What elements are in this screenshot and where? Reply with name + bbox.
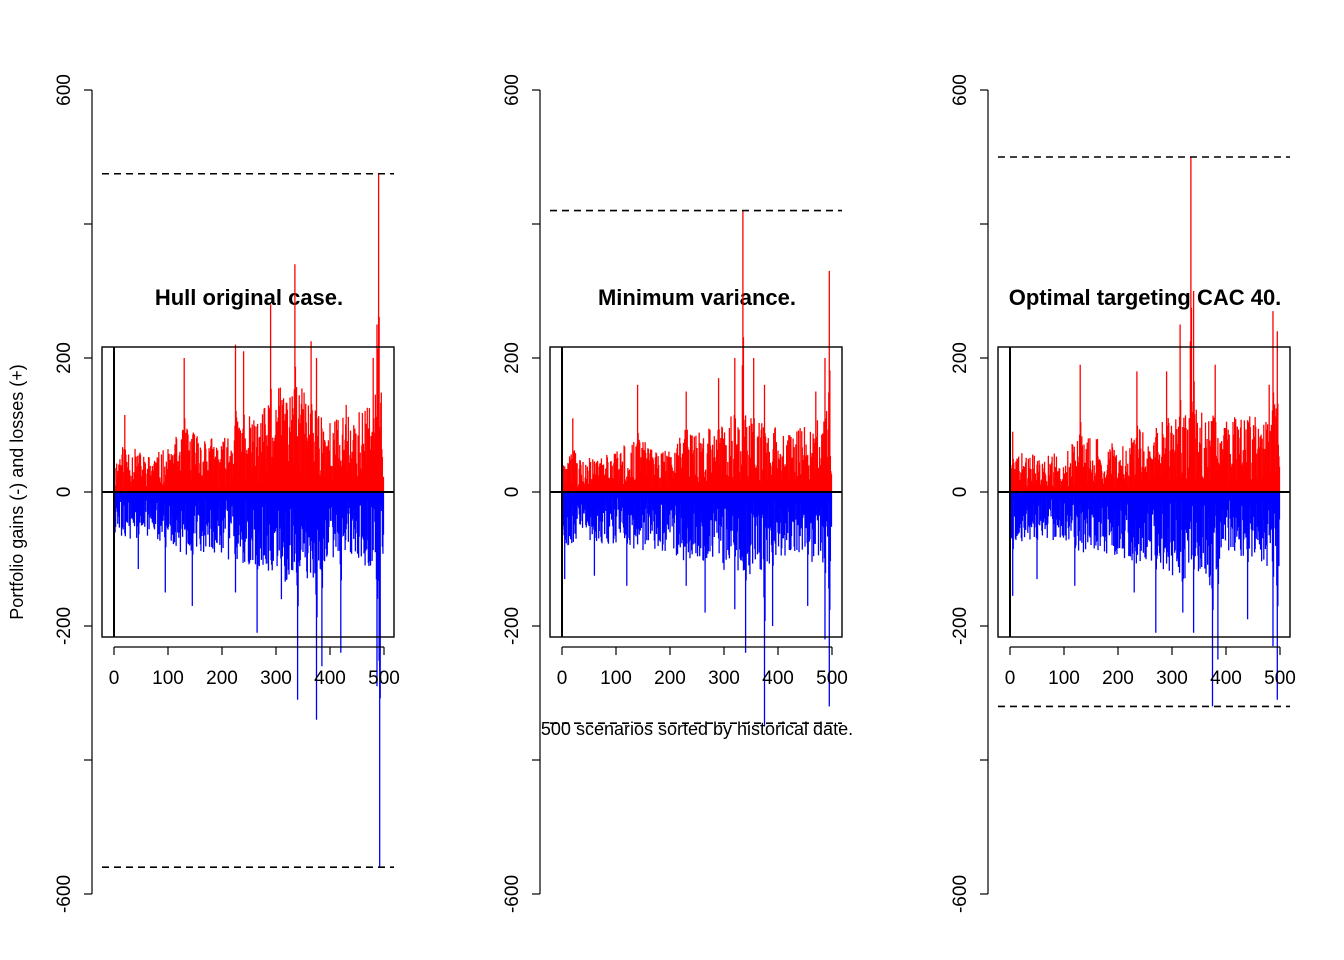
- x-tick-label: 300: [260, 668, 292, 689]
- y-tick-label: 200: [502, 342, 523, 374]
- y-axis: -600 -200 0 200 600: [502, 74, 541, 913]
- x-tick-label: 400: [314, 668, 346, 689]
- y-tick-label: 600: [54, 74, 75, 106]
- x-axis: 0 100 200 300 400 500: [109, 646, 400, 689]
- plot-frame: [997, 346, 1291, 638]
- x-tick-label: 0: [557, 668, 568, 689]
- panel-optimal-cac40: Optimal targeting CAC 40. 0 100 200 300 400 5…: [950, 74, 1296, 913]
- x-tick-label: 500: [368, 668, 400, 689]
- y-axis: -600 -200 0 200 600: [950, 74, 989, 913]
- x-tick-label: 300: [708, 668, 740, 689]
- x-axis: 0 100 200 300 400 500: [1005, 646, 1296, 689]
- x-tick-label: 0: [109, 668, 120, 689]
- panel-title: Hull original case.: [155, 285, 343, 310]
- x-tick-label: 100: [600, 668, 632, 689]
- plot-frame: [549, 346, 843, 638]
- y-tick-label: 200: [54, 342, 75, 374]
- bar-series: [1009, 157, 1281, 707]
- x-tick-label: 200: [1102, 668, 1134, 689]
- bar-series: [113, 173, 385, 868]
- y-tick-label: 600: [950, 74, 971, 106]
- y-tick-label: 200: [950, 342, 971, 374]
- y-tick-label: 0: [502, 487, 523, 498]
- plot-frame: [101, 346, 395, 638]
- x-tick-label: 300: [1156, 668, 1188, 689]
- y-tick-label: -600: [502, 875, 523, 913]
- x-tick-label: 400: [1210, 668, 1242, 689]
- y-tick-label: -600: [54, 875, 75, 913]
- y-axis: -600 -200 0 200 600: [54, 74, 93, 913]
- y-axis-title: Portfolio gains (-) and losses (+): [7, 364, 27, 620]
- y-tick-label: -200: [54, 607, 75, 645]
- x-tick-label: 200: [206, 668, 238, 689]
- x-axis-title: 500 scenarios sorted by historical date.: [541, 719, 853, 739]
- x-tick-label: 500: [1264, 668, 1296, 689]
- x-tick-label: 100: [152, 668, 184, 689]
- y-tick-label: -600: [950, 875, 971, 913]
- panel-hull: Hull original case. 0 100 200 300 400 500 -600…: [54, 74, 400, 913]
- bar-series: [561, 210, 833, 727]
- y-tick-label: -200: [950, 607, 971, 645]
- panel-title: Minimum variance.: [598, 285, 796, 310]
- x-tick-label: 100: [1048, 668, 1080, 689]
- y-tick-label: 0: [950, 487, 971, 498]
- y-tick-label: 600: [502, 74, 523, 106]
- x-axis: 0 100 200 300 400 500: [557, 646, 848, 689]
- x-tick-label: 400: [762, 668, 794, 689]
- y-tick-label: -200: [502, 607, 523, 645]
- x-tick-label: 500: [816, 668, 848, 689]
- x-tick-label: 0: [1005, 668, 1016, 689]
- panel-min-variance: Minimum variance. 0 100 200 300 400 500 -600 -2…: [502, 74, 848, 913]
- y-tick-label: 0: [54, 487, 75, 498]
- x-tick-label: 200: [654, 668, 686, 689]
- panel-title: Optimal targeting CAC 40.: [1009, 285, 1282, 310]
